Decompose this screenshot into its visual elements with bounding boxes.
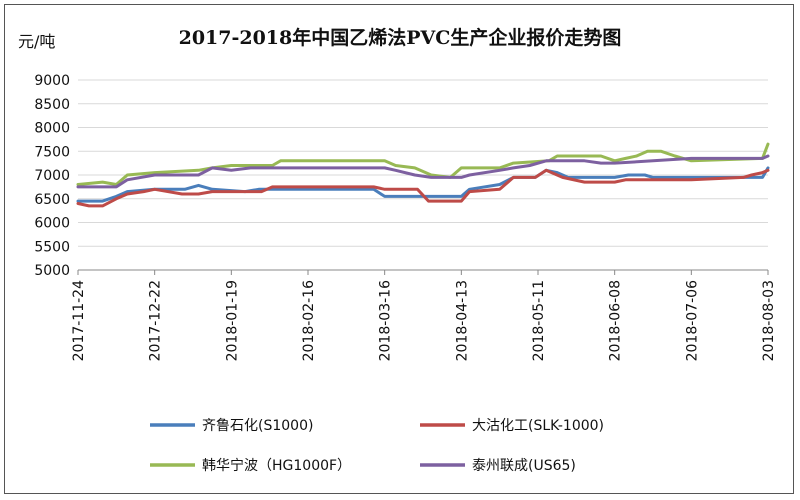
chart-title: 2017-2018年中国乙烯法PVC生产企业报价走势图 <box>179 26 622 49</box>
chart-frame <box>4 4 794 494</box>
x-tick-label: 2018-03-16 <box>378 280 394 361</box>
series-line-3 <box>76 154 770 189</box>
y-tick-label: 6500 <box>34 192 70 208</box>
legend-label-3: 泰州联成(US65) <box>472 458 576 474</box>
y-tick-label: 7000 <box>34 168 70 184</box>
y-tick-label: 6000 <box>34 216 70 232</box>
x-tick-label: 2018-01-19 <box>224 280 240 361</box>
legend-label-2: 韩华宁波（HG1000F） <box>202 457 351 474</box>
x-tick-label: 2017-12-22 <box>148 280 164 361</box>
legend-label-0: 齐鲁石化(S1000) <box>202 418 313 434</box>
y-tick-label: 5000 <box>34 263 70 279</box>
legend-label-1: 大沽化工(SLK-1000) <box>472 418 604 434</box>
series-line-1 <box>76 168 770 208</box>
y-tick-label: 9000 <box>34 73 70 89</box>
series-lines <box>76 142 770 208</box>
grid <box>78 79 768 247</box>
legend: 齐鲁石化(S1000) 大沽化工(SLK-1000) 韩华宁波（HG1000F） 泰州… <box>150 418 604 474</box>
x-tick-label: 2018-07-06 <box>684 280 700 361</box>
y-tick-label: 7500 <box>34 144 70 160</box>
series-line-2 <box>76 142 770 186</box>
x-tick-label: 2018-02-16 <box>301 280 317 361</box>
x-tick-label: 2018-04-13 <box>454 280 470 361</box>
x-axis-ticks: 2017-11-24 2017-12-22 2018-01-19 2018-02-16… <box>71 270 777 361</box>
series-line-0 <box>76 166 770 203</box>
y-tick-label: 8000 <box>34 121 70 137</box>
y-axis-unit: 元/吨 <box>18 32 55 51</box>
y-axis-ticks: 5000 5500 6000 6500 7000 7500 8000 8500 9000 <box>34 73 70 279</box>
x-tick-label: 2018-05-11 <box>531 280 547 361</box>
x-tick-label: 2018-06-08 <box>608 280 624 361</box>
y-tick-label: 5500 <box>34 239 70 255</box>
y-tick-label: 8500 <box>34 97 70 113</box>
x-tick-label: 2017-11-24 <box>71 280 87 361</box>
x-tick-label: 2018-08-03 <box>761 280 777 361</box>
